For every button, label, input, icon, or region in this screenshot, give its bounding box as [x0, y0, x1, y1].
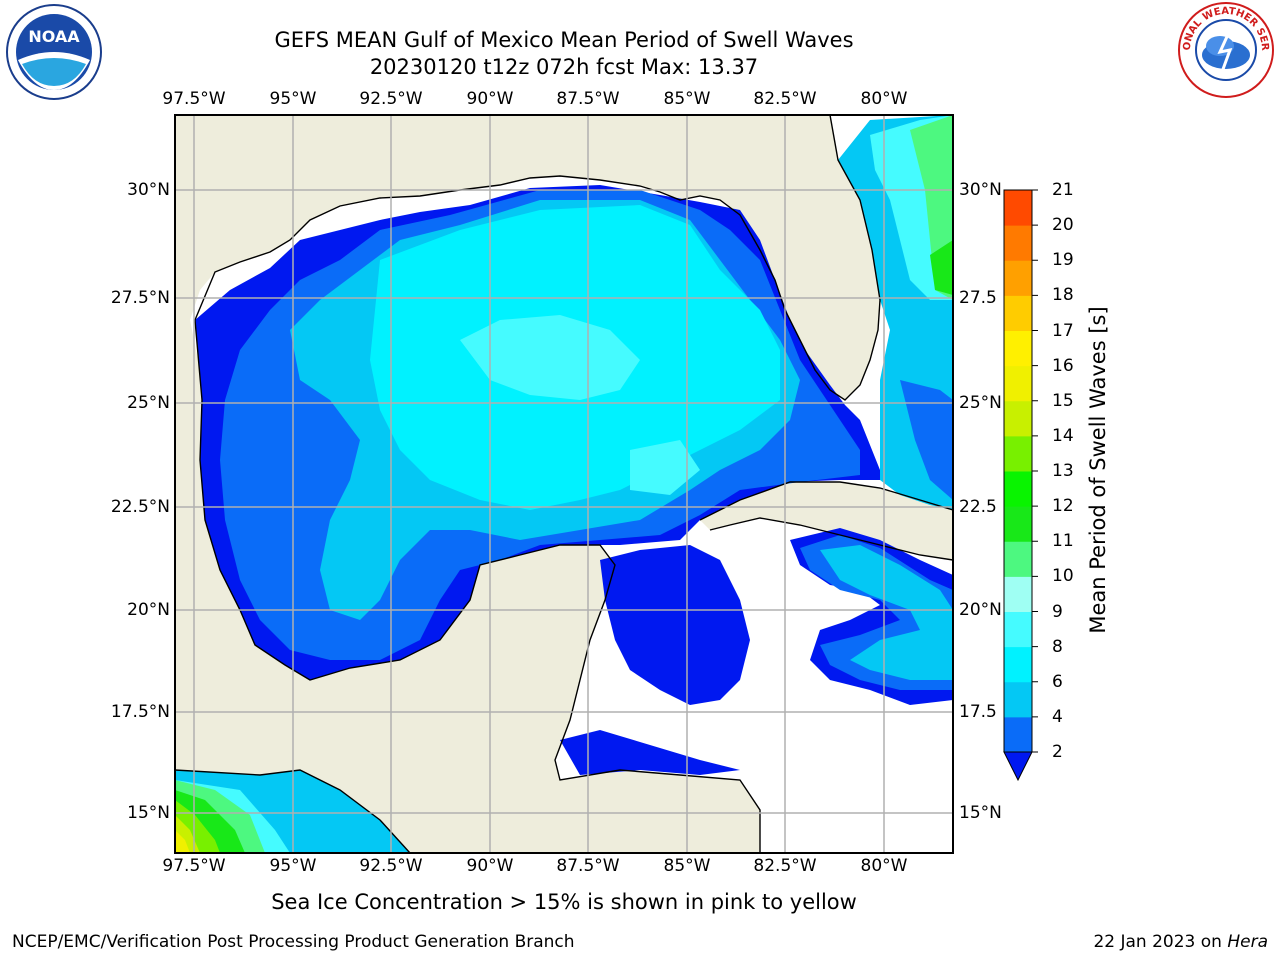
lon-label-top: 85°W: [663, 89, 711, 109]
lon-label-top: 97.5°W: [162, 89, 226, 109]
colorbar-tick-label: 12: [1052, 496, 1074, 517]
lon-label-bottom: 97.5°W: [162, 856, 226, 876]
credit-host: Hera: [1227, 932, 1268, 952]
chart-subtitle: 20230120 t12z 072h fcst Max: 13.37: [369, 55, 759, 79]
colorbar-tick-label: 18: [1052, 285, 1074, 306]
colorbar-swatch: [1004, 295, 1032, 331]
lon-label-top: 80°W: [860, 89, 908, 109]
noaa-logo: NOAA: [6, 4, 102, 100]
colorbar-tick-label: 11: [1052, 531, 1074, 552]
chart-title: GEFS MEAN Gulf of Mexico Mean Period of …: [274, 28, 854, 52]
colorbar-tick-label: 6: [1052, 671, 1063, 692]
lon-label-top: 87.5°W: [556, 89, 620, 109]
lon-label-bottom: 90°W: [466, 856, 514, 876]
colorbar-swatch: [1004, 190, 1032, 226]
lon-label-bottom: 95°W: [269, 856, 317, 876]
lat-label-left: 27.5°N: [110, 288, 170, 308]
lat-label-left: 30°N: [127, 180, 170, 200]
colorbar-swatch: [1004, 541, 1032, 577]
lat-label-right: 15°N: [959, 803, 1002, 823]
colorbar-swatch: [1004, 365, 1032, 402]
lat-label-left: 20°N: [127, 600, 170, 620]
swell-period-field: [175, 115, 953, 853]
colorbar-swatch: [1004, 225, 1032, 261]
lon-label-bottom: 82.5°W: [753, 856, 817, 876]
svg-text:NOAA: NOAA: [28, 27, 80, 46]
colorbar-tick-label: 17: [1052, 320, 1074, 341]
colorbar-extend-arrow: [1003, 751, 1033, 782]
colorbar: [1003, 189, 1038, 782]
lon-label-top: 90°W: [466, 89, 514, 109]
colorbar-swatch: [1004, 576, 1032, 612]
colorbar-title: Mean Period of Swell Waves [s]: [1086, 306, 1110, 634]
nws-logo: NATIONAL WEATHER SERVICE: [1176, 0, 1274, 98]
colorbar-swatch: [1004, 646, 1032, 683]
colorbar-swatch: [1004, 681, 1032, 718]
colorbar-tick-label: 10: [1052, 566, 1074, 587]
sea-ice-note: Sea Ice Concentration > 15% is shown in …: [271, 890, 857, 914]
lat-label-right: 20°N: [959, 600, 1002, 620]
lon-label-bottom: 92.5°W: [359, 856, 423, 876]
lat-label-left: 25°N: [127, 393, 170, 413]
colorbar-tick-label: 16: [1052, 355, 1074, 376]
lat-label-left: 22.5°N: [110, 497, 170, 517]
colorbar-swatch: [1004, 260, 1032, 296]
credit-date: 22 Jan 2023 on: [1093, 932, 1228, 952]
lon-label-top: 95°W: [269, 89, 317, 109]
lon-label-bottom: 87.5°W: [556, 856, 620, 876]
lon-label-top: 92.5°W: [359, 89, 423, 109]
colorbar-tick-label: 19: [1052, 250, 1074, 271]
colorbar-swatch: [1004, 611, 1032, 648]
map-frame: [174, 114, 954, 854]
colorbar-tick-label: 21: [1052, 180, 1074, 200]
lat-label-left: 15°N: [127, 803, 170, 823]
colorbar-tick-label: 9: [1052, 601, 1063, 622]
colorbar-swatch: [1004, 330, 1032, 367]
lat-label-right: 17.5: [959, 702, 997, 722]
graticule: [175, 115, 953, 853]
colorbar-tick-label: 14: [1052, 425, 1074, 446]
lat-label-right: 25°N: [959, 393, 1002, 413]
lon-label-bottom: 85°W: [663, 856, 711, 876]
colorbar-tick-label: 8: [1052, 636, 1063, 657]
colorbar-tick-label: 4: [1052, 706, 1063, 727]
colorbar-tick-label: 15: [1052, 390, 1074, 411]
coastlines: [175, 115, 953, 853]
credit-right: 22 Jan 2023 on Hera: [1093, 932, 1268, 952]
colorbar-swatch: [1004, 506, 1032, 542]
colorbar-tick-label: 13: [1052, 461, 1074, 481]
lon-label-bottom: 80°W: [860, 856, 908, 876]
colorbar-tick-label: 20: [1052, 215, 1074, 236]
lat-label-right: 27.5: [959, 288, 997, 308]
colorbar-tick-label: 2: [1052, 742, 1063, 762]
lat-label-left: 17.5°N: [110, 702, 170, 722]
colorbar-swatch: [1004, 471, 1032, 507]
lat-label-right: 30°N: [959, 180, 1002, 200]
colorbar-swatch: [1004, 716, 1032, 753]
lat-label-right: 22.5: [959, 497, 997, 517]
colorbar-swatch: [1004, 435, 1032, 472]
colorbar-swatch: [1004, 400, 1032, 437]
credit-left: NCEP/EMC/Verification Post Processing Pr…: [12, 932, 575, 952]
lon-label-top: 82.5°W: [753, 89, 817, 109]
